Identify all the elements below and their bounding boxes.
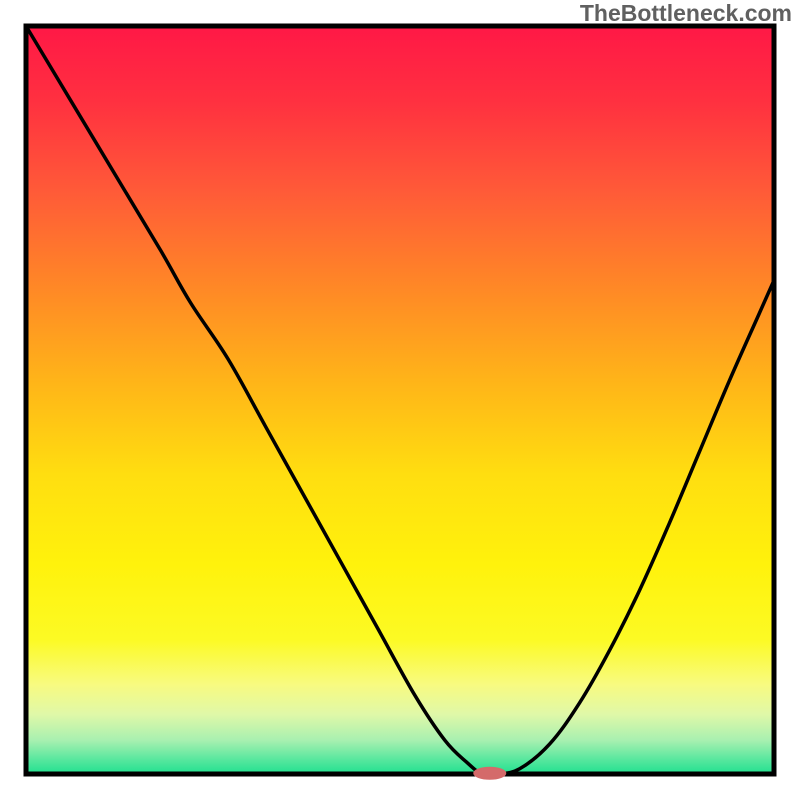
minimum-marker [474, 767, 506, 779]
chart-container: TheBottleneck.com [0, 0, 800, 800]
gradient-background [26, 26, 774, 774]
bottleneck-curve-chart [0, 0, 800, 800]
watermark-text: TheBottleneck.com [580, 0, 792, 27]
